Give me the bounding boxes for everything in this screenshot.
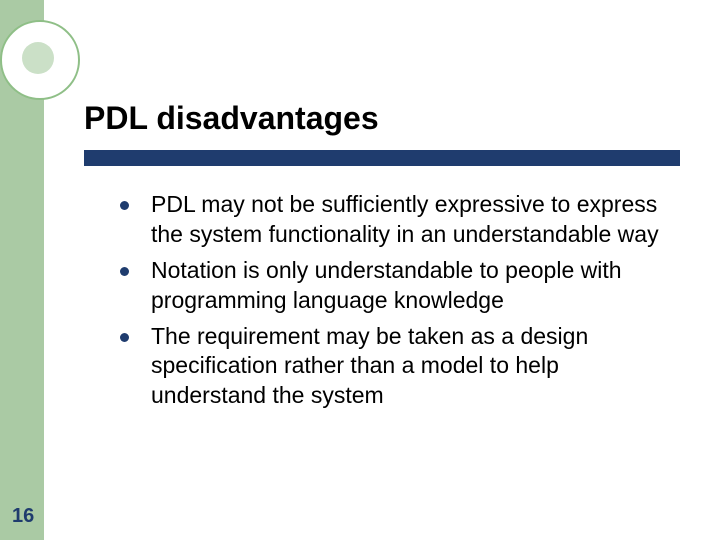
bullet-text: Notation is only understandable to peopl…: [151, 256, 680, 316]
slide: PDL disadvantages PDL may not be suffici…: [0, 0, 720, 540]
bullet-list: PDL may not be sufficiently expressive t…: [120, 190, 680, 417]
title-underline: [84, 150, 680, 166]
list-item: PDL may not be sufficiently expressive t…: [120, 190, 680, 250]
list-item: Notation is only understandable to peopl…: [120, 256, 680, 316]
bullet-text: The requirement may be taken as a design…: [151, 322, 680, 412]
title-area: PDL disadvantages: [84, 100, 684, 143]
slide-title: PDL disadvantages: [84, 100, 684, 137]
decor-circle-inner: [22, 42, 54, 74]
bullet-text: PDL may not be sufficiently expressive t…: [151, 190, 680, 250]
bullet-icon: [120, 267, 129, 276]
page-number: 16: [12, 505, 34, 528]
list-item: The requirement may be taken as a design…: [120, 322, 680, 412]
bullet-icon: [120, 201, 129, 210]
bullet-icon: [120, 333, 129, 342]
